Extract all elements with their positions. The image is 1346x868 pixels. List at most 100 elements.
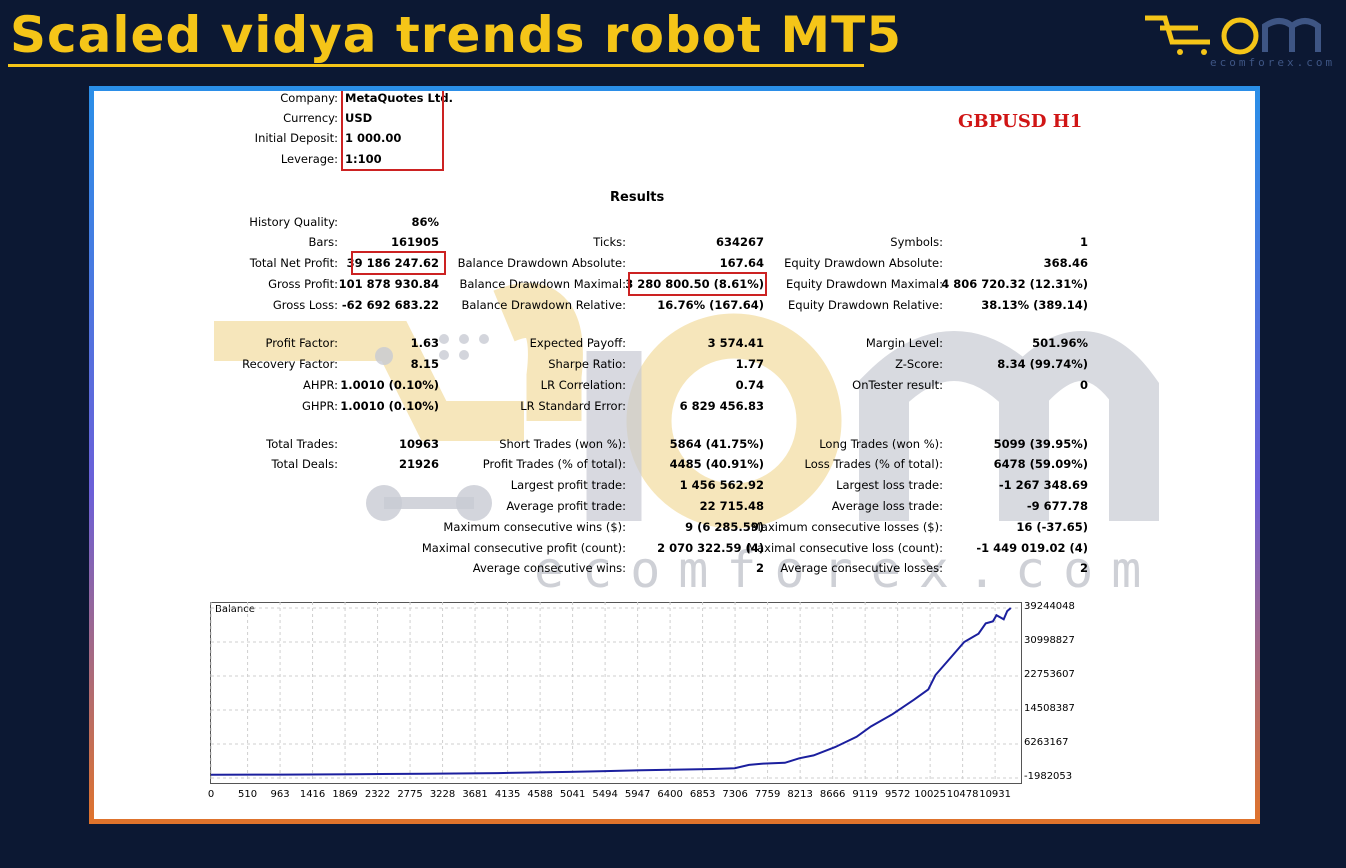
highlight-box-drawdown (628, 272, 767, 296)
results-heading: Results (610, 190, 665, 205)
stat-value: -1 267 348.69 (998, 478, 1088, 492)
stat-label: Sharpe Ratio: (548, 357, 626, 371)
stat-label: Gross Profit: (268, 277, 338, 291)
account-label: Company: (280, 91, 338, 105)
stat-label: Ticks: (593, 235, 626, 249)
x-tick-label: 6853 (689, 789, 716, 800)
balance-chart-plot (210, 602, 1018, 782)
stat-value: 3 574.41 (707, 336, 764, 350)
x-tick-label: 3681 (462, 789, 488, 800)
account-value: USD (345, 111, 373, 125)
stat-label: Symbols: (890, 235, 943, 249)
stat-value: 16 (-37.65) (1016, 520, 1088, 534)
x-tick-label: 3228 (429, 789, 456, 800)
y-tick-label: 39244048 (1024, 601, 1075, 612)
stat-value: 4 806 720.32 (12.31%) (941, 277, 1088, 291)
y-tick-label: 30998827 (1024, 635, 1075, 646)
stat-label: Equity Drawdown Absolute: (784, 256, 943, 270)
page-title: Scaled vidya trends robot MT5 (10, 6, 903, 64)
x-tick-label: 10478 (946, 789, 979, 800)
account-label: Currency: (283, 111, 338, 125)
stat-value: 161905 (390, 235, 439, 249)
x-tick-label: 2775 (397, 789, 423, 800)
stat-value: 10963 (398, 437, 439, 451)
stat-value: 6478 (59.09%) (993, 457, 1088, 471)
stat-label: Equity Drawdown Relative: (788, 298, 943, 312)
stat-label: Total Trades: (266, 437, 338, 451)
stat-label: Expected Payoff: (529, 336, 626, 350)
stat-value: 1.0010 (0.10%) (340, 378, 439, 392)
x-tick-label: 1869 (332, 789, 358, 800)
stat-label: Total Deals: (271, 457, 338, 471)
y-tick-label: 22753607 (1024, 669, 1075, 680)
stat-label: Gross Loss: (272, 298, 338, 312)
stat-label: Maximal consecutive loss (count): (747, 541, 943, 555)
account-label: Leverage: (280, 152, 338, 166)
y-tick-label: 14508387 (1024, 703, 1075, 714)
stat-label: Margin Level: (865, 336, 943, 350)
y-tick-label: -1982053 (1024, 771, 1073, 782)
x-tick-label: 1416 (299, 789, 326, 800)
x-tick-label: 8213 (787, 789, 813, 800)
x-tick-label: 7759 (754, 789, 781, 800)
stat-label: Balance Drawdown Absolute: (457, 256, 626, 270)
x-tick-label: 10931 (979, 789, 1012, 800)
stat-label: Balance Drawdown Relative: (461, 298, 627, 312)
stat-value: -9 677.78 (1026, 499, 1088, 513)
stat-label: Equity Drawdown Maximal: (785, 277, 943, 291)
stat-value: 2 070 322.59 (4) (657, 541, 764, 555)
x-tick-label: 963 (270, 789, 290, 800)
stat-value: 1 (1079, 235, 1088, 249)
symbol-timeframe: GBPUSD H1 (958, 111, 1083, 132)
x-tick-label: 4588 (527, 789, 553, 800)
stat-value: 2 (755, 561, 764, 575)
stat-value: 6 829 456.83 (679, 399, 764, 413)
stat-value: -62 692 683.22 (341, 298, 439, 312)
stat-label: Total Net Profit: (249, 256, 338, 270)
x-tick-label: 0 (207, 789, 215, 800)
stat-value: 0 (1079, 378, 1088, 392)
stat-value: 4485 (40.91%) (669, 457, 764, 471)
title-underline (8, 64, 864, 67)
x-tick-label: 5947 (624, 789, 651, 800)
stat-value: 21926 (398, 457, 439, 471)
stat-value: 167.64 (719, 256, 764, 270)
stat-value: 1.0010 (0.10%) (340, 399, 439, 413)
stat-label: LR Standard Error: (520, 399, 626, 413)
stat-label: Largest loss trade: (836, 478, 943, 492)
stat-value: 8.34 (99.74%) (997, 357, 1088, 371)
stat-label: Average consecutive losses: (780, 561, 943, 575)
highlight-box-net-profit (351, 251, 446, 275)
x-tick-label: 10025 (914, 789, 947, 800)
stat-label: Average profit trade: (506, 499, 626, 513)
stat-label: History Quality: (249, 215, 338, 229)
stat-value: -1 449 019.02 (4) (976, 541, 1088, 555)
stat-value: 22 715.48 (699, 499, 764, 513)
stat-label: AHPR: (303, 378, 338, 392)
stat-value: 86% (411, 215, 439, 229)
stat-label: Largest profit trade: (510, 478, 626, 492)
stat-value: 634267 (715, 235, 764, 249)
stat-value: 5864 (41.75%) (669, 437, 764, 451)
stat-label: LR Correlation: (540, 378, 626, 392)
stat-value: 1 456 562.92 (679, 478, 764, 492)
stat-label: Short Trades (won %): (499, 437, 626, 451)
chart-title: Balance (215, 604, 255, 615)
stat-value: 501.96% (1032, 336, 1088, 350)
x-tick-label: 4135 (494, 789, 521, 800)
stat-label: Profit Trades (% of total): (482, 457, 626, 471)
x-tick-label: 9572 (884, 789, 911, 800)
logo-domain: ecomforex.com (1210, 56, 1336, 69)
stat-label: Recovery Factor: (242, 357, 338, 371)
balance-line (210, 607, 1012, 776)
stat-value: 8.15 (410, 357, 439, 371)
stat-label: Loss Trades (% of total): (804, 457, 943, 471)
stat-label: Balance Drawdown Maximal: (459, 277, 626, 291)
x-tick-label: 9119 (852, 789, 878, 800)
stat-value: 2 (1079, 561, 1088, 575)
stat-label: Maximum consecutive wins ($): (443, 520, 626, 534)
stat-label: Average loss trade: (831, 499, 943, 513)
x-tick-label: 5494 (592, 789, 618, 800)
account-value: MetaQuotes Ltd. (345, 91, 453, 105)
stat-value: 0.74 (735, 378, 764, 392)
